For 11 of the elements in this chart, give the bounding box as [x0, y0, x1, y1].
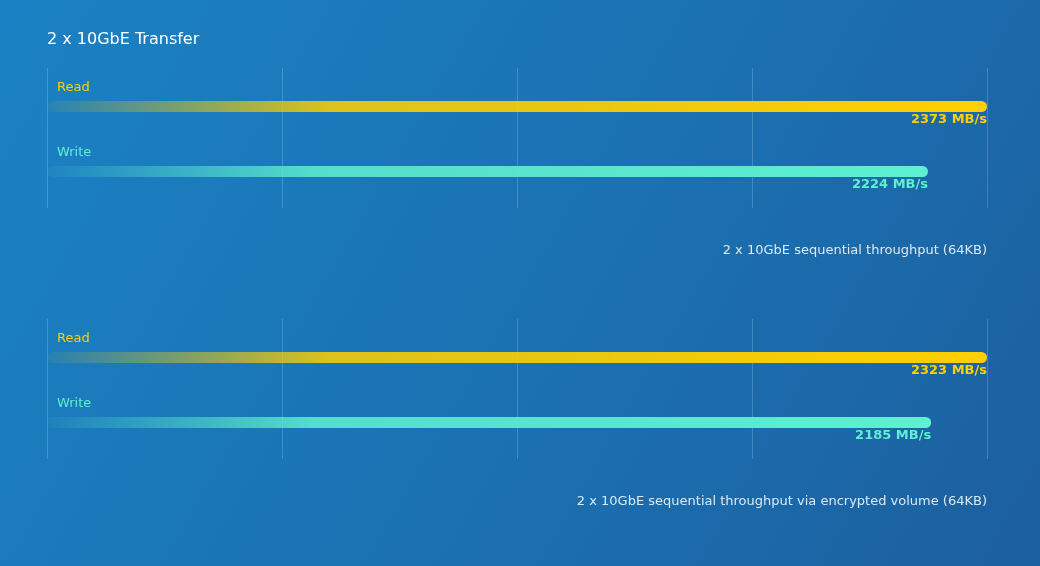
- data-label: 2224 MB/s: [851, 175, 929, 191]
- text: 2 x 10GbE sequential throughput (64KB): [722, 242, 987, 257]
- y-tick-label: Read: [57, 329, 90, 345]
- y-tick-label: Write: [57, 394, 92, 410]
- data-label: 2373 MB/s: [910, 110, 988, 126]
- data-label: 2185 MB/s: [855, 426, 932, 442]
- data-label: 2323 MB/s: [910, 361, 988, 377]
- y-tick-label: Write: [57, 143, 92, 159]
- chart-title: 2 x 10GbE Transfer: [47, 29, 200, 48]
- y-tick-label: Read: [57, 78, 90, 94]
- text: 2 x 10GbE sequential throughput via encrypted volume (64KB): [576, 493, 987, 508]
